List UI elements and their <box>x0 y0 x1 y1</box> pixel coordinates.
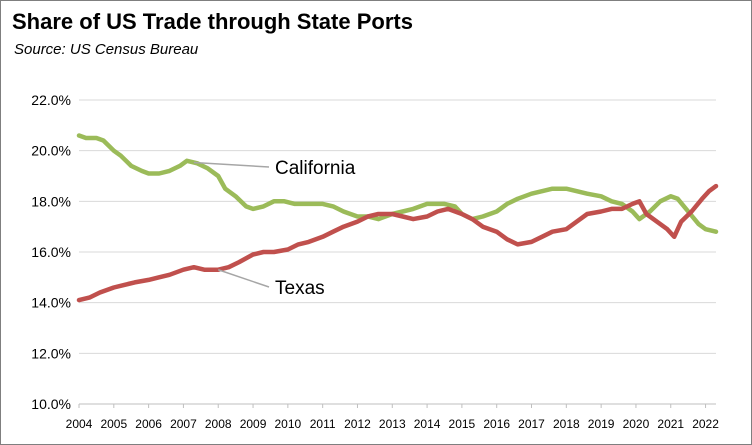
x-tick-label: 2015 <box>449 417 476 431</box>
x-tick-label: 2007 <box>170 417 197 431</box>
x-tick-label: 2011 <box>310 417 336 431</box>
series-line-california <box>76 133 719 234</box>
y-tick-label: 14.0% <box>31 295 71 311</box>
x-tick-label: 2006 <box>135 417 162 431</box>
x-tick-label: 2013 <box>379 417 406 431</box>
x-tick-label: 2021 <box>657 417 684 431</box>
x-tick-label: 2014 <box>414 417 441 431</box>
series-label-california: California <box>275 158 356 179</box>
x-tick-label: 2019 <box>588 417 615 431</box>
x-tick-label: 2017 <box>518 417 545 431</box>
x-tick-label: 2018 <box>553 417 580 431</box>
chart-title: Share of US Trade through State Ports <box>12 9 413 34</box>
series-label-texas: Texas <box>275 278 325 299</box>
x-tick-label: 2004 <box>66 417 93 431</box>
callout-leader-california <box>193 161 270 168</box>
y-tick-label: 18.0% <box>31 193 71 209</box>
x-tick-label: 2008 <box>205 417 232 431</box>
y-tick-label: 10.0% <box>31 396 71 412</box>
y-tick-label: 20.0% <box>31 143 71 159</box>
x-tick-label: 2016 <box>483 417 510 431</box>
y-tick-label: 12.0% <box>31 345 71 361</box>
y-tick-label: 16.0% <box>31 244 71 260</box>
y-tick-label: 22.0% <box>31 92 71 108</box>
series-line-texas <box>76 183 719 303</box>
callout-leader-texas <box>217 269 270 288</box>
x-tick-label: 2009 <box>240 417 267 431</box>
x-tick-label: 2010 <box>275 417 302 431</box>
x-tick-label: 2005 <box>100 417 127 431</box>
x-tick-label: 2022 <box>692 417 719 431</box>
x-tick-label: 2012 <box>344 417 371 431</box>
x-tick-label: 2020 <box>623 417 650 431</box>
chart-subtitle: Source: US Census Bureau <box>14 41 199 58</box>
